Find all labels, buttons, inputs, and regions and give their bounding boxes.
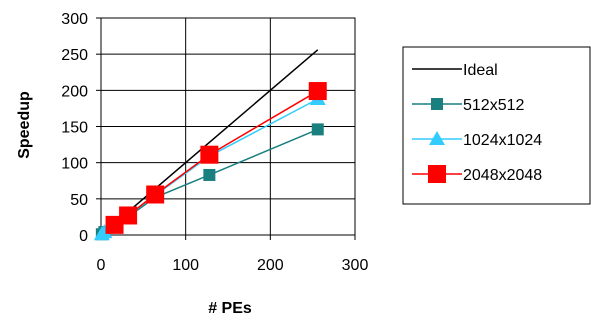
data-point-2048x2048 [119,206,138,225]
data-point-2048x2048 [105,215,124,234]
x-axis-ticks: 0 100 200 300 [97,257,369,274]
legend-swatch-marker [428,165,446,183]
y-tick-label: 50 [70,192,88,209]
series-line-ideal [100,49,319,236]
x-tick-label: 100 [172,257,199,274]
y-axis-ticks: 0 50 100 150 200 250 300 [61,11,88,245]
y-tick-label: 100 [61,156,88,173]
data-point-1024x1024 [96,224,113,239]
legend-label: 512x512 [463,97,524,114]
y-tick-label: 0 [79,228,88,245]
legend-item-1024x1024: 1024x1024 [412,131,542,149]
x-tick-label: 200 [257,257,284,274]
x-tick-label: 0 [97,257,106,274]
y-tick-label: 200 [61,83,88,100]
data-point-2048x2048 [308,82,327,101]
y-tick-label: 300 [61,11,88,28]
legend-swatch-marker [429,131,445,145]
legend: Ideal 512x512 1024x1024 2048x2048 [402,46,591,205]
data-point-512x512 [203,168,216,181]
y-axis-title: Speedup [16,91,33,159]
legend-item-512x512: 512x512 [412,97,524,114]
legend-swatch-marker [431,98,443,110]
data-point-2048x2048 [146,185,165,204]
y-tick-label: 250 [61,47,88,64]
series-2048x2048 [105,82,327,234]
legend-item-ideal: Ideal [412,62,498,79]
x-tick-label: 300 [342,257,369,274]
legend-label: 1024x1024 [463,132,542,149]
legend-label: Ideal [463,62,498,79]
series-ideal [100,49,319,236]
data-point-512x512 [311,123,324,136]
legend-item-2048x2048: 2048x2048 [412,165,542,184]
y-tick-label: 150 [61,120,88,137]
x-axis-title: # PEs [208,300,252,317]
data-point-2048x2048 [200,145,219,164]
series-layer [93,49,327,241]
legend-label: 2048x2048 [463,167,542,184]
